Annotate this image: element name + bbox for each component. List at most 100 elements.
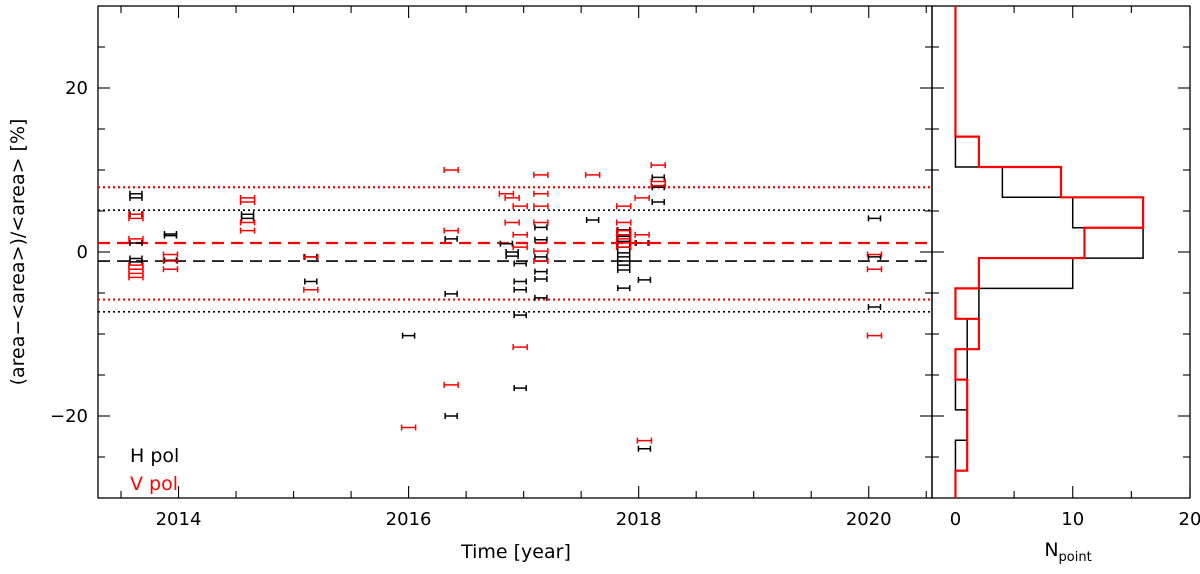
v-pol-point bbox=[634, 231, 650, 238]
h-pol-point bbox=[129, 190, 143, 197]
h-pol-point bbox=[867, 303, 882, 310]
h-pol-point bbox=[637, 276, 652, 283]
y-tick-label: 0 bbox=[77, 242, 88, 263]
v-pol-point bbox=[128, 266, 144, 273]
h-pol-histogram bbox=[954, 6, 1144, 498]
v-pol-point bbox=[533, 171, 549, 178]
v-pol-point bbox=[615, 227, 632, 234]
h-pol-point bbox=[513, 385, 527, 392]
h-pol-point bbox=[513, 312, 527, 319]
hist-x-tick-label: 0 bbox=[950, 509, 961, 530]
histogram-panel: 0 10 20 bbox=[931, 5, 1200, 530]
h-pol-point bbox=[616, 249, 631, 256]
v-pol-point bbox=[128, 262, 144, 269]
v-pol-point bbox=[512, 244, 528, 251]
h-pol-point bbox=[304, 278, 318, 285]
h-pol-point bbox=[637, 445, 652, 452]
h-pol-point bbox=[401, 332, 416, 339]
hist-frame bbox=[931, 5, 1191, 499]
v-pol-point bbox=[533, 258, 549, 265]
legend-v-pol: V pol bbox=[130, 473, 178, 495]
v-pol-point bbox=[512, 344, 528, 351]
h-pol-point bbox=[616, 253, 631, 260]
v-pol-point bbox=[504, 219, 520, 226]
v-pol-point bbox=[128, 211, 144, 218]
y-tick-label: −20 bbox=[50, 406, 88, 427]
h-pol-point bbox=[534, 268, 548, 275]
v-pol-point bbox=[303, 286, 319, 293]
h-pol-point bbox=[534, 253, 548, 260]
v-pol-point bbox=[162, 251, 179, 258]
x-tick-label: 2018 bbox=[616, 509, 662, 530]
v-pol-point bbox=[162, 258, 179, 265]
h-pol-point bbox=[616, 226, 631, 233]
v-pol-point bbox=[650, 162, 666, 169]
v-pol-point bbox=[443, 381, 459, 388]
v-pol-point bbox=[162, 266, 179, 273]
h-pol-point bbox=[129, 258, 143, 265]
h-pol-point bbox=[505, 253, 519, 260]
v-pol-histogram bbox=[954, 6, 1145, 498]
v-pol-point bbox=[128, 274, 144, 281]
h-pol-point bbox=[513, 286, 527, 293]
h-pol-point bbox=[240, 211, 255, 218]
v-pol-point bbox=[512, 203, 528, 210]
x-tick-label: 2014 bbox=[156, 509, 202, 530]
v-pol-point bbox=[443, 227, 459, 234]
h-pol-point bbox=[163, 257, 178, 264]
hist-x-axis-label-sub: point bbox=[1059, 550, 1092, 565]
v-pol-point bbox=[650, 178, 666, 185]
v-pol-point bbox=[634, 194, 650, 201]
v-pol-point bbox=[443, 167, 459, 173]
h-pol-point bbox=[651, 174, 665, 181]
y-axis-label: (area−<area>)/<area> [%] bbox=[7, 119, 29, 386]
h-pol-point bbox=[534, 236, 548, 243]
h-pol-point bbox=[616, 285, 631, 292]
v-pol-point bbox=[400, 424, 417, 431]
v-pol-point bbox=[512, 231, 528, 238]
h-pol-point bbox=[129, 239, 143, 246]
h-pol-point bbox=[505, 249, 519, 255]
x-tick-label: 2020 bbox=[846, 509, 892, 530]
v-pol-point bbox=[498, 190, 515, 197]
h-pol-point bbox=[534, 276, 548, 283]
y-tick-label: 20 bbox=[65, 78, 88, 99]
v-pol-point bbox=[239, 219, 256, 226]
hist-x-axis-label: Npoint bbox=[1044, 539, 1091, 565]
h-pol-point bbox=[616, 262, 631, 269]
h-pol-point bbox=[499, 240, 514, 247]
v-pol-point bbox=[615, 203, 632, 210]
v-pol-point bbox=[866, 266, 883, 273]
v-pol-point bbox=[634, 239, 650, 246]
h-pol-point bbox=[616, 258, 631, 265]
h-pol-point bbox=[163, 232, 178, 239]
v-pol-point bbox=[584, 171, 601, 178]
v-pol-point bbox=[615, 244, 632, 251]
h-pol-point bbox=[240, 215, 255, 222]
h-pol-point bbox=[513, 260, 527, 267]
v-pol-point bbox=[239, 227, 256, 234]
v-pol-point bbox=[533, 248, 549, 255]
v-pol-point bbox=[866, 332, 883, 339]
v-pol-point bbox=[533, 203, 549, 210]
h-pol-point bbox=[444, 413, 458, 419]
v-pol-point bbox=[615, 219, 632, 226]
h-pol-point bbox=[444, 235, 458, 242]
h-pol-point bbox=[534, 224, 548, 231]
hist-x-tick-label: 20 bbox=[1179, 509, 1200, 530]
scatter-panel: 20 0 −20 2014 2016 2018 2020 bbox=[50, 5, 933, 530]
v-pol-point bbox=[303, 253, 319, 260]
hist-x-axis-label-main: N bbox=[1044, 539, 1058, 561]
v-pol-point bbox=[533, 190, 549, 197]
v-pol-point bbox=[866, 251, 883, 258]
h-pol-point bbox=[513, 278, 527, 285]
h-pol-point bbox=[585, 217, 600, 224]
v-pol-point bbox=[128, 215, 144, 222]
hist-x-tick-label: 10 bbox=[1061, 509, 1084, 530]
h-pol-point bbox=[651, 198, 665, 205]
v-pol-point bbox=[128, 235, 144, 242]
x-tick-label: 2016 bbox=[386, 509, 432, 530]
v-pol-point bbox=[239, 198, 256, 205]
v-pol-point bbox=[128, 270, 144, 277]
